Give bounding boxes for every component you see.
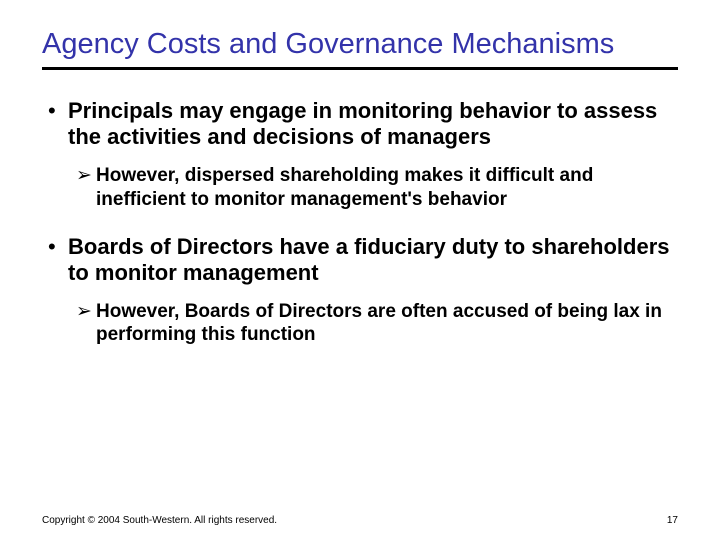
bullet-level2: ➢ However, Boards of Directors are often… [76, 300, 678, 348]
bullet-level1: • Boards of Directors have a fiduciary d… [48, 234, 678, 286]
copyright-text: Copyright © 2004 South-Western. All righ… [42, 515, 277, 526]
bullet-arrow-icon: ➢ [76, 300, 96, 348]
bullet-dot-icon: • [48, 234, 68, 286]
bullet-text: Boards of Directors have a fiduciary dut… [68, 234, 678, 286]
bullet-text: However, Boards of Directors are often a… [96, 300, 678, 348]
slide: Agency Costs and Governance Mechanisms •… [0, 0, 720, 540]
bullet-text: Principals may engage in monitoring beha… [68, 98, 678, 150]
bullet-level2: ➢ However, dispersed shareholding makes … [76, 164, 678, 212]
bullet-level1: • Principals may engage in monitoring be… [48, 98, 678, 150]
slide-footer: Copyright © 2004 South-Western. All righ… [42, 515, 678, 526]
slide-body: • Principals may engage in monitoring be… [42, 98, 678, 347]
slide-title: Agency Costs and Governance Mechanisms [42, 28, 678, 70]
bullet-dot-icon: • [48, 98, 68, 150]
page-number: 17 [667, 515, 678, 526]
bullet-text: However, dispersed shareholding makes it… [96, 164, 678, 212]
bullet-arrow-icon: ➢ [76, 164, 96, 212]
